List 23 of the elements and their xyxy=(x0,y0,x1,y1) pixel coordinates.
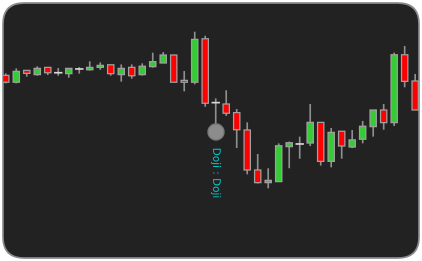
candlestick xyxy=(117,64,126,82)
candlestick xyxy=(254,153,262,184)
candlestick xyxy=(12,68,20,84)
candlestick xyxy=(306,103,314,147)
candlestick xyxy=(138,62,146,77)
candlestick xyxy=(296,136,304,160)
candlestick xyxy=(232,108,240,149)
annotation: Doji : Doji xyxy=(210,148,222,198)
candlestick xyxy=(106,64,115,77)
candlestick xyxy=(64,68,73,79)
candlestick xyxy=(348,129,356,149)
candlestick xyxy=(148,52,157,69)
candlestick xyxy=(338,130,346,160)
candlestick xyxy=(33,65,42,77)
candlestick xyxy=(285,140,293,170)
candlestick xyxy=(369,109,377,138)
candlestick xyxy=(380,103,388,131)
candlestick xyxy=(222,89,230,117)
candlestick xyxy=(180,70,188,92)
candlestick xyxy=(358,120,366,144)
candlestick xyxy=(128,64,136,80)
candlestick xyxy=(264,167,272,190)
candlestick xyxy=(159,51,168,64)
